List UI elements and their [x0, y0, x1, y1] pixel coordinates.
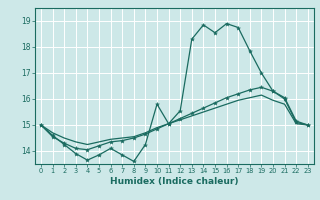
X-axis label: Humidex (Indice chaleur): Humidex (Indice chaleur)	[110, 177, 239, 186]
